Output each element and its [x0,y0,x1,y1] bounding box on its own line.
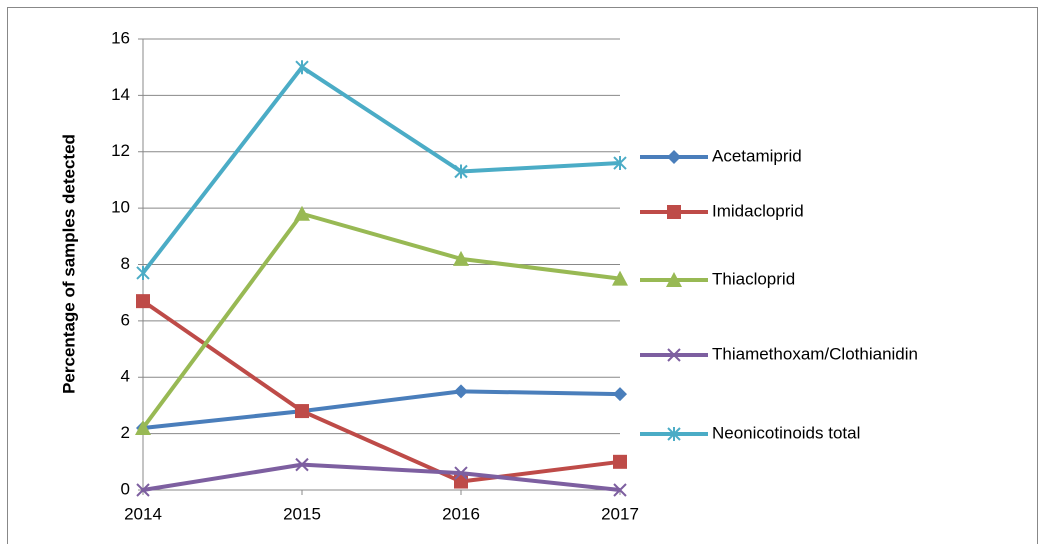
point-marker [295,60,309,75]
x-tick-label: 2015 [283,504,321,523]
point-marker [613,156,627,171]
y-tick-label: 8 [121,254,130,273]
point-marker [454,466,468,480]
point-marker [454,164,468,179]
x-tick-label: 2017 [601,504,639,523]
series-line [142,462,621,492]
y-axis-label: Percentage of samples detected [59,134,78,394]
legend-marker [667,205,681,219]
legend-marker [666,272,682,287]
legend-label: Imidacloprid [712,201,804,220]
legend-label: Acetamiprid [712,146,802,165]
series-line [141,299,621,484]
point-marker [136,294,150,309]
legend-marker [667,150,681,164]
series-line [141,211,621,430]
point-marker [136,483,150,497]
series-line [141,65,621,275]
chart-frame [7,7,1038,544]
y-tick-label: 2 [121,423,130,442]
legend-label: Thiacloprid [712,269,795,288]
y-tick-label: 4 [121,367,130,386]
point-marker [454,384,468,399]
point-marker [454,474,468,489]
point-marker [295,404,309,419]
legend-label: Neonicotinoids total [712,423,860,442]
y-tick-label: 0 [121,479,130,498]
series-line [142,389,621,430]
point-marker [135,419,151,435]
point-marker [453,250,469,266]
x-tick-label: 2016 [442,504,480,523]
point-marker [612,270,628,286]
legend-marker [667,427,681,441]
point-marker [136,265,150,280]
point-marker [613,454,627,469]
point-marker [295,457,309,472]
y-tick-label: 14 [111,85,130,104]
y-tick-label: 16 [111,28,130,47]
x-tick-label: 2014 [124,504,162,523]
point-marker [294,205,310,221]
legend-marker [667,348,681,362]
y-tick-label: 6 [121,310,130,329]
y-tick-label: 12 [111,141,130,160]
legend-label: Thiamethoxam/Clothianidin [712,344,918,363]
y-tick-label: 10 [111,198,130,217]
point-marker [613,483,627,497]
point-marker [613,387,627,402]
